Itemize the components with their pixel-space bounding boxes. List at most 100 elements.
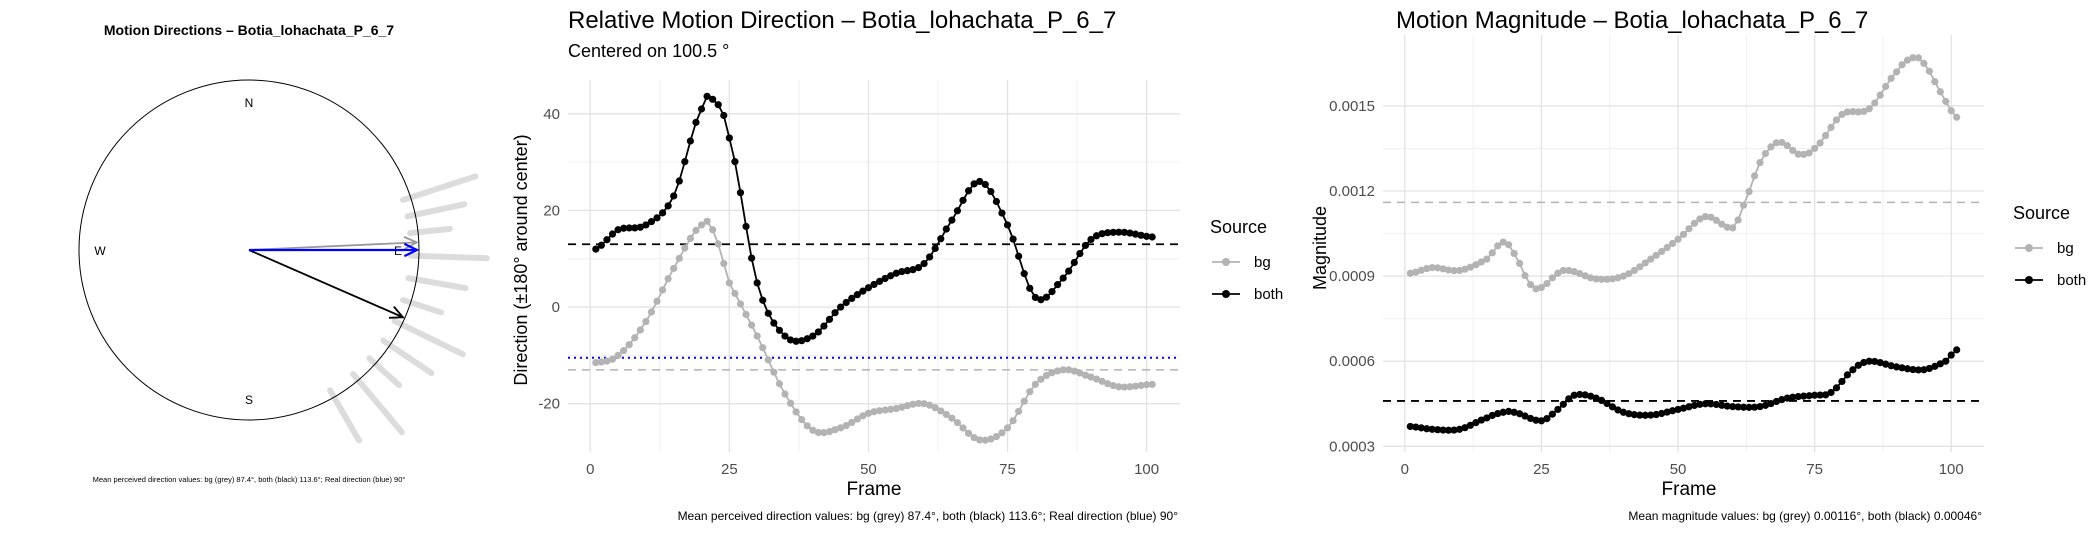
data-point-both <box>1936 360 1944 368</box>
legend-dot-both <box>2025 276 2033 284</box>
data-point-bg <box>1597 275 1606 283</box>
compass-frame-ray <box>400 297 445 316</box>
data-point-both <box>1953 346 1961 354</box>
data-point-bg <box>1037 375 1045 383</box>
data-point-both <box>1477 416 1485 424</box>
compass-arrowhead-both <box>388 306 405 319</box>
data-point-bg <box>1942 97 1950 106</box>
data-point-both <box>1701 400 1709 408</box>
x-tick-label: 0 <box>1401 461 1409 478</box>
data-point-bg <box>1148 380 1156 388</box>
data-point-bg <box>1690 219 1699 227</box>
data-point-both <box>1494 409 1502 418</box>
data-point-both <box>792 337 800 345</box>
data-point-bg <box>809 426 817 434</box>
data-point-bg <box>1505 241 1513 249</box>
data-point-both <box>675 177 683 185</box>
data-point-bg <box>1723 223 1731 231</box>
series-line-both <box>595 95 1153 343</box>
data-point-bg <box>742 310 750 319</box>
data-point-bg <box>814 428 822 437</box>
data-point-bg <box>1756 159 1764 167</box>
data-point-both <box>1734 403 1742 411</box>
direction-series <box>592 92 1156 444</box>
data-point-both <box>831 309 839 317</box>
data-point-bg <box>1428 264 1436 272</box>
data-point-bg <box>1020 397 1028 405</box>
data-point-bg <box>1439 265 1447 273</box>
data-point-both <box>864 284 873 292</box>
data-point-bg <box>1098 377 1106 385</box>
magnitude-legend: Source bg both <box>2013 203 2086 289</box>
data-point-bg <box>1663 243 1671 252</box>
data-point-bg <box>731 289 739 298</box>
data-point-bg <box>1543 279 1551 288</box>
data-point-both <box>1647 411 1655 419</box>
data-point-both <box>647 218 656 226</box>
data-point-both <box>1696 400 1704 408</box>
data-point-bg <box>608 355 617 363</box>
data-point-bg <box>720 259 728 268</box>
data-point-both <box>1505 407 1513 415</box>
data-point-bg <box>1042 371 1051 380</box>
data-point-bg <box>1647 255 1655 263</box>
legend-label-both: both <box>1254 286 1283 303</box>
data-point-both <box>1020 270 1028 278</box>
data-point-both <box>859 287 867 295</box>
data-point-bg <box>1092 375 1101 383</box>
data-point-both <box>1614 406 1622 414</box>
data-point-bg <box>953 419 962 427</box>
data-point-both <box>1423 425 1431 433</box>
data-point-both <box>809 332 817 340</box>
data-point-bg <box>803 422 811 430</box>
data-point-both <box>1087 235 1095 244</box>
legend-dot-bg <box>2025 244 2033 252</box>
data-point-bg <box>837 424 845 432</box>
data-point-bg <box>1876 91 1884 99</box>
data-point-both <box>953 207 962 215</box>
data-point-both <box>1668 407 1677 415</box>
data-point-both <box>887 272 895 280</box>
data-point-bg <box>636 326 644 334</box>
series-line-bg <box>595 220 1153 442</box>
data-point-bg <box>686 234 695 242</box>
data-point-bg <box>864 409 873 417</box>
data-point-both <box>1892 363 1901 371</box>
data-point-both <box>914 264 923 272</box>
data-point-bg <box>1076 369 1084 377</box>
data-point-both <box>1003 221 1012 229</box>
data-point-bg <box>1865 105 1873 113</box>
compass-panel: Motion Directions – Botia_lohachata_P_6_… <box>78 22 490 484</box>
data-point-both <box>1081 241 1090 250</box>
data-point-both <box>1499 408 1507 416</box>
data-point-bg <box>1800 150 1808 158</box>
data-point-both <box>1843 371 1852 379</box>
data-point-bg <box>1537 283 1546 292</box>
data-point-bg <box>1619 272 1627 280</box>
data-point-bg <box>887 405 895 413</box>
legend-dot-bg <box>1222 258 1230 266</box>
data-point-both <box>1789 393 1797 401</box>
data-point-both <box>1412 423 1420 431</box>
data-point-bg <box>881 406 889 414</box>
data-point-bg <box>1767 143 1775 151</box>
x-tick-label: 50 <box>860 461 877 478</box>
data-point-bg <box>1081 371 1090 379</box>
data-point-bg <box>631 334 639 342</box>
data-point-both <box>1076 249 1084 258</box>
data-point-bg <box>1565 266 1573 275</box>
data-point-bg <box>853 415 861 423</box>
data-point-bg <box>1761 149 1770 158</box>
data-point-both <box>1059 274 1067 282</box>
compass-frame-ray <box>366 355 403 389</box>
data-point-bg <box>1821 131 1830 140</box>
magnitude-panel: Motion Magnitude – Botia_lohachata_P_6_7… <box>1310 7 2086 523</box>
magnitude-y-axis-title: Magnitude <box>1310 206 1330 290</box>
data-point-bg <box>1936 88 1944 96</box>
data-point-both <box>603 236 611 244</box>
data-point-both <box>1740 403 1748 411</box>
data-point-bg <box>592 359 600 367</box>
data-point-both <box>853 291 861 299</box>
data-point-both <box>1641 411 1649 419</box>
data-point-both <box>614 226 622 234</box>
